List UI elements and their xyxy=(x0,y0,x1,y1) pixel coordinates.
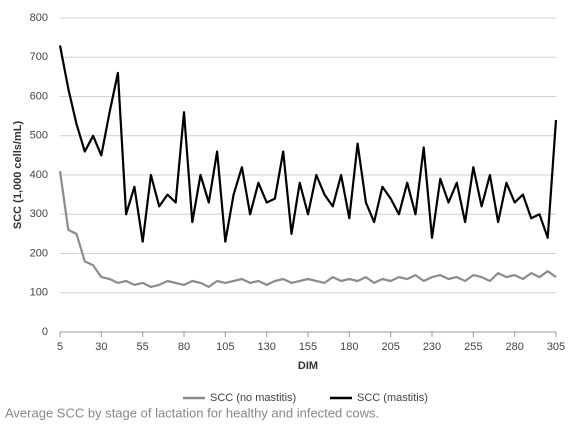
legend-label: SCC (no mastitis) xyxy=(210,392,296,404)
x-tick-label: 80 xyxy=(178,341,190,353)
y-tick-label: 600 xyxy=(30,90,48,102)
x-tick-label: 280 xyxy=(505,341,523,353)
x-tick-label: 30 xyxy=(95,341,107,353)
y-tick-label: 400 xyxy=(30,169,48,181)
x-tick-label: 180 xyxy=(340,341,358,353)
x-tick-label: 205 xyxy=(381,341,399,353)
y-axis-label: SCC (1,000 cells/mL) xyxy=(12,121,24,230)
x-axis-label: DIM xyxy=(298,360,318,372)
series-line xyxy=(58,45,558,243)
x-tick-label: 230 xyxy=(423,341,441,353)
y-tick-label: 500 xyxy=(30,130,48,142)
caption: Average SCC by stage of lactation for he… xyxy=(5,405,379,420)
y-tick-label: 100 xyxy=(30,287,48,299)
series-line xyxy=(58,170,557,288)
y-tick-label: 800 xyxy=(30,12,48,24)
x-tick-label: 255 xyxy=(464,341,482,353)
x-tick-label: 155 xyxy=(299,341,317,353)
x-tick-label: 130 xyxy=(257,341,275,353)
y-tick-label: 300 xyxy=(30,208,48,220)
legend-label: SCC (mastitis) xyxy=(357,392,428,404)
x-tick-label: 55 xyxy=(137,341,149,353)
x-tick-label: 305 xyxy=(547,341,565,353)
y-tick-label: 200 xyxy=(30,247,48,259)
y-tick-label: 700 xyxy=(30,51,48,63)
x-tick-label: 5 xyxy=(57,341,63,353)
x-tick-label: 105 xyxy=(216,341,234,353)
y-tick-label: 0 xyxy=(42,326,48,338)
